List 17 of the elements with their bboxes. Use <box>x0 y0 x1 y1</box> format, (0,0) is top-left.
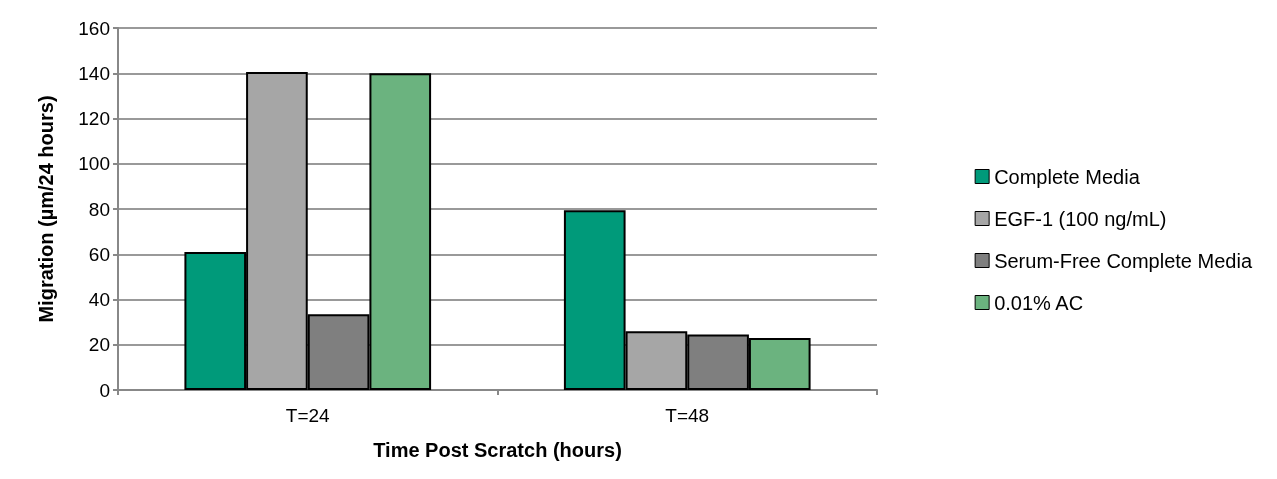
y-tick-label: 0 <box>99 379 110 401</box>
legend-label: EGF-1 (100 ng/mL) <box>994 207 1167 230</box>
x-axis-title: Time Post Scratch (hours) <box>373 439 622 461</box>
x-tick-label: T=48 <box>665 405 710 426</box>
y-tick-label: 100 <box>78 153 110 175</box>
y-tick-label: 80 <box>88 198 110 220</box>
y-tick-label: 20 <box>88 334 110 356</box>
y-tick-label: 160 <box>78 17 110 39</box>
y-tick-label: 120 <box>78 108 110 129</box>
legend-label: Serum-Free Complete Media <box>994 249 1253 272</box>
legend-label: Complete Media <box>994 165 1141 188</box>
y-tick-label: 60 <box>88 243 110 265</box>
legend-label: 0.01% AC <box>994 291 1084 314</box>
y-tick-label: 40 <box>88 289 110 310</box>
y-tick-label: 140 <box>78 62 110 84</box>
y-axis-title: Migration (µm/24 hours) <box>35 95 57 323</box>
x-tick-label: T=24 <box>285 405 331 426</box>
